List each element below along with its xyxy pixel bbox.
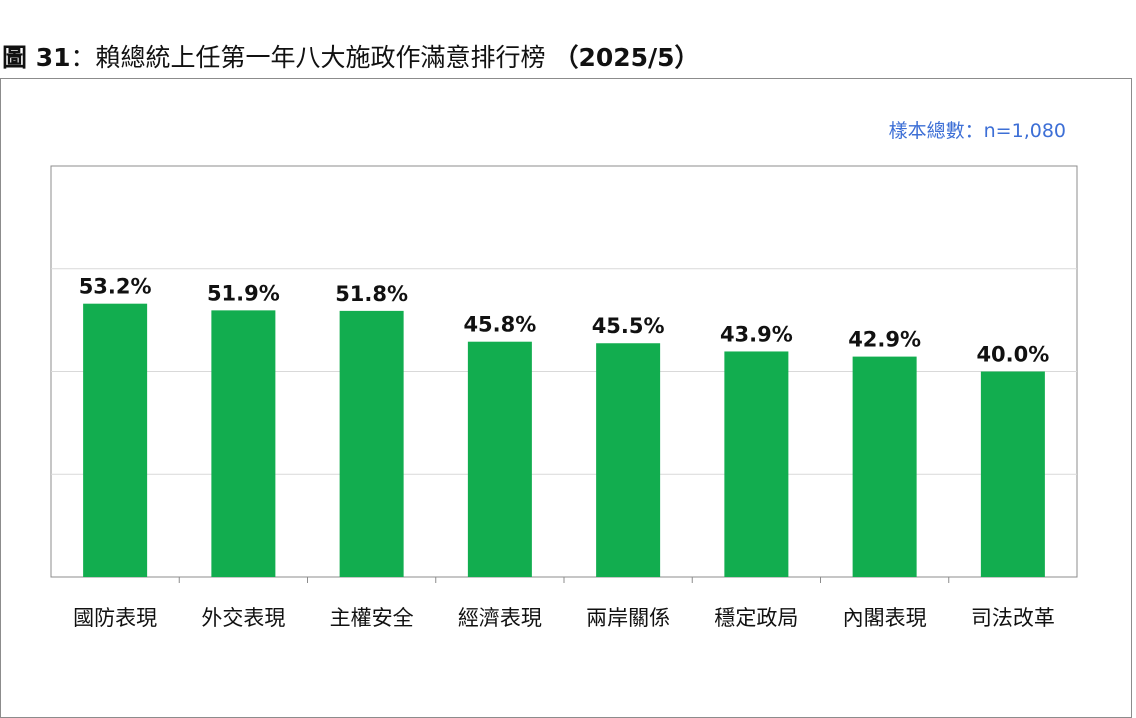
data-label: 51.9% bbox=[207, 281, 280, 305]
x-tick-label: 內閣表現 bbox=[843, 606, 927, 630]
x-tick-label: 國防表現 bbox=[73, 606, 157, 630]
bar bbox=[852, 356, 917, 577]
bar bbox=[339, 310, 404, 577]
bar bbox=[980, 371, 1045, 577]
data-label: 45.8% bbox=[463, 313, 536, 337]
data-label: 40.0% bbox=[976, 343, 1049, 367]
bar bbox=[596, 343, 661, 577]
sample-size-note: 樣本總數：n=1,080 bbox=[888, 120, 1066, 142]
x-tick-label: 穩定政局 bbox=[714, 606, 798, 630]
bar bbox=[467, 341, 532, 577]
data-label: 53.2% bbox=[79, 275, 152, 299]
data-label: 45.5% bbox=[592, 314, 665, 338]
x-tick-label: 經濟表現 bbox=[458, 606, 542, 630]
x-tick-label: 主權安全 bbox=[330, 606, 414, 630]
x-tick-label: 外交表現 bbox=[201, 606, 285, 630]
figure-title: 圖 31：賴總統上任第一年八大施政作滿意排行榜 （2025/5） bbox=[2, 38, 700, 74]
figure-title-date: （2025/5） bbox=[553, 43, 700, 72]
figure-title-text: ：賴總統上任第一年八大施政作滿意排行榜 bbox=[70, 43, 554, 72]
bar bbox=[724, 351, 789, 577]
data-label: 51.8% bbox=[335, 282, 408, 306]
data-label: 42.9% bbox=[848, 328, 921, 352]
bar bbox=[83, 303, 148, 577]
x-tick-label: 兩岸關係 bbox=[586, 606, 670, 630]
x-tick-label: 司法改革 bbox=[971, 606, 1055, 630]
bar-chart: 53.2% 國防表現 51.9% 外交表現 51.8% 主權安全 45.8% 經濟表現 45.5… bbox=[50, 165, 1078, 630]
figure-number: 圖 31 bbox=[2, 43, 71, 72]
bar bbox=[211, 310, 276, 577]
data-label: 43.9% bbox=[720, 322, 793, 346]
